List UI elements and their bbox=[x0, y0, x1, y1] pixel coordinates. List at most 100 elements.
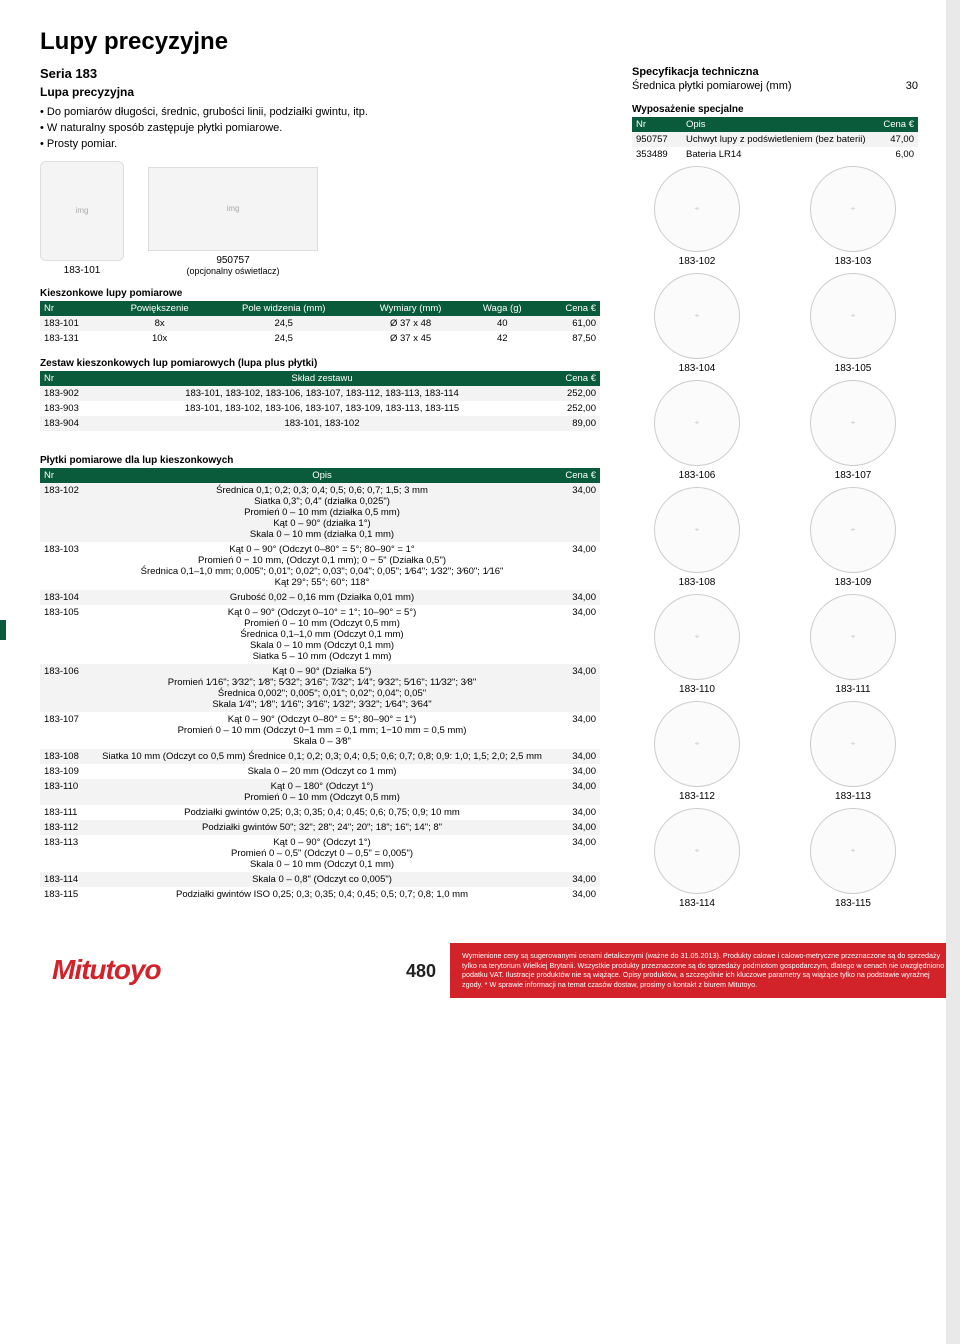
cell-opis: Podziałki gwintów 50"; 32"; 28"; 24"; 20… bbox=[94, 820, 550, 835]
cell-cena: 61,00 bbox=[539, 316, 600, 331]
cell-opis: Uchwyt lupy z podświetleniem (bez bateri… bbox=[682, 132, 872, 147]
table-loupe: Nr Powiększenie Pole widzenia (mm) Wymia… bbox=[40, 301, 600, 346]
reticle-label: 183-109 bbox=[835, 577, 872, 588]
cell-nr: 183-904 bbox=[40, 416, 94, 431]
cell-opis: Skala 0 – 20 mm (Odczyt co 1 mm) bbox=[94, 764, 550, 779]
reticle-image: ⌖ bbox=[810, 487, 896, 573]
col-nr: Nr bbox=[40, 301, 108, 316]
reticle-image: ⌖ bbox=[654, 273, 740, 359]
reticle-label: 183-113 bbox=[835, 791, 871, 802]
page-number: 480 bbox=[406, 943, 450, 998]
cell-cena: 34,00 bbox=[550, 483, 600, 542]
reticle-grid: ⌖ 183-102 ⌖ 183-103 ⌖ 183-104 ⌖ 183-105 ⌖ 183-106… bbox=[632, 166, 918, 909]
reticle-label: 183-111 bbox=[835, 684, 870, 695]
cell-nr: 183-104 bbox=[40, 590, 94, 605]
table-title: Wyposażenie specjalne bbox=[632, 104, 918, 115]
col-waga: Waga (g) bbox=[465, 301, 539, 316]
cell-nr: 183-105 bbox=[40, 605, 94, 664]
cell-nr: 183-902 bbox=[40, 386, 94, 401]
reticle-label: 183-115 bbox=[835, 898, 871, 909]
cell-cena: 89,00 bbox=[550, 416, 600, 431]
cell-nr: 183-115 bbox=[40, 887, 94, 902]
col-pole: Pole widzenia (mm) bbox=[212, 301, 356, 316]
cell-opis: Kąt 0 – 90° (Odczyt 1°)Promień 0 – 0,5" … bbox=[94, 835, 550, 872]
col-pow: Powiększenie bbox=[108, 301, 212, 316]
cell-opis: Podziałki gwintów 0,25; 0,3; 0,35; 0,4; … bbox=[94, 805, 550, 820]
cell-opis: Bateria LR14 bbox=[682, 147, 872, 162]
cell-nr: 183-106 bbox=[40, 664, 94, 712]
reticle-image: ⌖ bbox=[810, 701, 896, 787]
cell-cena: 34,00 bbox=[550, 805, 600, 820]
cell-nr: 183-108 bbox=[40, 749, 94, 764]
product-subtitle: Lupa precyzyjna bbox=[40, 85, 600, 99]
table-title: Zestaw kieszonkowych lup pomiarowych (lu… bbox=[40, 358, 600, 369]
reticle-image: ⌖ bbox=[810, 380, 896, 466]
reticle-image: ⌖ bbox=[654, 487, 740, 573]
cell-cena: 34,00 bbox=[550, 590, 600, 605]
cell-cena: 87,50 bbox=[539, 331, 600, 346]
table-title: Kieszonkowe lupy pomiarowe bbox=[40, 288, 600, 299]
spec-label: Średnica płytki pomiarowej (mm) bbox=[632, 80, 792, 92]
cell-cena: 34,00 bbox=[550, 835, 600, 872]
cell-opis: Kąt 0 – 90° (Działka 5°)Promień 1⁄16"; 3… bbox=[94, 664, 550, 712]
cell-cena: 34,00 bbox=[550, 764, 600, 779]
section-mark bbox=[0, 620, 6, 640]
reticle-label: 183-102 bbox=[679, 256, 716, 267]
cell-cena: 252,00 bbox=[550, 386, 600, 401]
cell-nr: 183-112 bbox=[40, 820, 94, 835]
cell: 8x bbox=[108, 316, 212, 331]
feature-list: Do pomiarów długości, średnic, grubości … bbox=[40, 105, 600, 153]
col-nr: Nr bbox=[40, 468, 94, 483]
photo-caption: 183-101 bbox=[40, 265, 124, 276]
cell: 42 bbox=[465, 331, 539, 346]
reticle-label: 183-106 bbox=[679, 470, 716, 481]
col-nr: Nr bbox=[632, 117, 682, 132]
cell: Ø 37 x 45 bbox=[356, 331, 466, 346]
cell-nr: 183-110 bbox=[40, 779, 94, 805]
reticle-image: ⌖ bbox=[810, 166, 896, 252]
reticle-image: ⌖ bbox=[654, 380, 740, 466]
cell-nr: 183-107 bbox=[40, 712, 94, 749]
cell-cena: 34,00 bbox=[550, 820, 600, 835]
cell: 183-101, 183-102, 183-106, 183-107, 183-… bbox=[94, 386, 550, 401]
col-cena: Cena € bbox=[539, 301, 600, 316]
cell-opis: Podziałki gwintów ISO 0,25; 0,3; 0,35; 0… bbox=[94, 887, 550, 902]
page-title: Lupy precyzyjne bbox=[40, 28, 926, 56]
cell-nr: 183-131 bbox=[40, 331, 108, 346]
col-cena: Cena € bbox=[550, 371, 600, 386]
cell-opis: Średnica 0,1; 0,2; 0,3; 0,4; 0,5; 0,6; 0… bbox=[94, 483, 550, 542]
table-sets: Nr Skład zestawu Cena € 183-902183-101, … bbox=[40, 371, 600, 431]
reticle-label: 183-112 bbox=[679, 791, 715, 802]
product-photo-loupe: img bbox=[40, 161, 124, 261]
reticle-label: 183-103 bbox=[835, 256, 872, 267]
col-sklad: Skład zestawu bbox=[94, 371, 550, 386]
reticle-label: 183-108 bbox=[679, 577, 716, 588]
cell-nr: 183-114 bbox=[40, 872, 94, 887]
col-cena: Cena € bbox=[550, 468, 600, 483]
reticle-image: ⌖ bbox=[654, 166, 740, 252]
cell-nr: 183-109 bbox=[40, 764, 94, 779]
cell: 183-101, 183-102, 183-106, 183-107, 183-… bbox=[94, 401, 550, 416]
feature-item: Prosty pomiar. bbox=[40, 137, 600, 153]
cell-cena: 252,00 bbox=[550, 401, 600, 416]
cell: 24,5 bbox=[212, 331, 356, 346]
photo-caption: 950757 bbox=[148, 255, 318, 266]
reticle-image: ⌖ bbox=[810, 273, 896, 359]
table-reticles: Nr Opis Cena € 183-102Średnica 0,1; 0,2;… bbox=[40, 468, 600, 902]
cell-opis: Kąt 0 – 90° (Odczyt 0–10° = 1°; 10–90° =… bbox=[94, 605, 550, 664]
cell-cena: 34,00 bbox=[550, 605, 600, 664]
cell-cena: 34,00 bbox=[550, 779, 600, 805]
legal-text: Wymienione ceny są sugerowanymi cenami d… bbox=[450, 943, 960, 998]
reticle-image: ⌖ bbox=[810, 594, 896, 680]
cell-opis: Kąt 0 – 90° (Odczyt 0–80° = 5°; 80–90° =… bbox=[94, 542, 550, 590]
cell-cena: 47,00 bbox=[872, 132, 918, 147]
feature-item: Do pomiarów długości, średnic, grubości … bbox=[40, 105, 600, 121]
reticle-label: 183-105 bbox=[835, 363, 872, 374]
cell: 24,5 bbox=[212, 316, 356, 331]
cell-opis: Skala 0 – 0,8" (Odczyt co 0,005") bbox=[94, 872, 550, 887]
table-title: Płytki pomiarowe dla lup kieszonkowych bbox=[40, 455, 600, 466]
reticle-label: 183-104 bbox=[679, 363, 716, 374]
cell-nr: 183-113 bbox=[40, 835, 94, 872]
col-cena: Cena € bbox=[872, 117, 918, 132]
cell-cena: 34,00 bbox=[550, 712, 600, 749]
